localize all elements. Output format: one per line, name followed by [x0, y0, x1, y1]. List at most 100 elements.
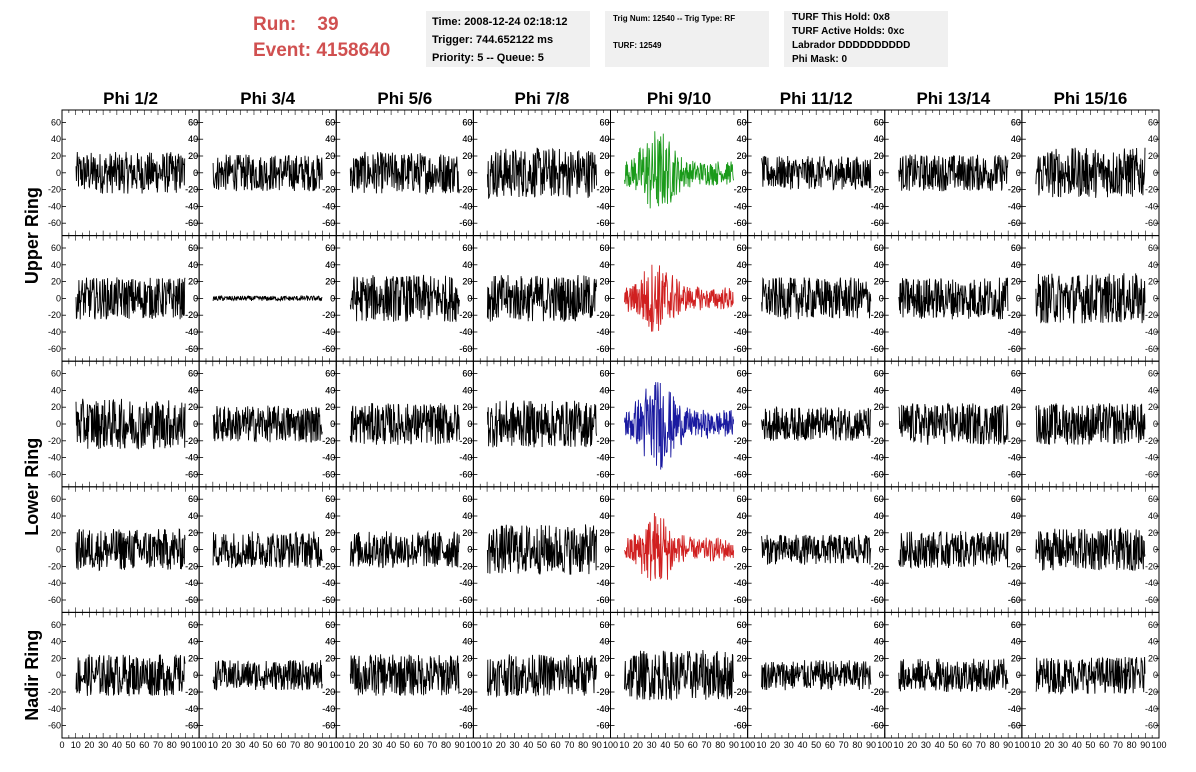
y-tick-label: 20: [1011, 653, 1021, 663]
waveform-panel: -60 -60 -40 -40 -20 -20 0 0 20 20 40 40 60 60: [322, 109, 474, 237]
y-tick-label: -60: [734, 595, 747, 605]
x-tick-label: 100: [192, 740, 207, 750]
y-tick-label: 20: [188, 151, 198, 161]
y-tick-label: 60: [599, 494, 609, 504]
y-tick-label: 20: [599, 653, 609, 663]
waveform-trace: [349, 653, 460, 696]
waveform-panel: -60 -60 -40 -40 -20 -20 0 0 20 20 40 40 60 60: [1008, 611, 1160, 739]
y-tick-label: 60: [188, 243, 198, 253]
y-tick-label: 0: [1016, 168, 1021, 178]
x-tick-label: 40: [386, 740, 396, 750]
y-tick-label: -60: [459, 721, 472, 731]
trig-num-line: Trig Num: 12540 -- Trig Type: RF: [613, 14, 736, 23]
y-tick-label: 20: [462, 402, 472, 412]
x-tick-label: 100: [603, 740, 618, 750]
y-tick-label: -60: [48, 218, 61, 228]
y-tick-label: 0: [193, 168, 198, 178]
y-tick-label: 0: [467, 293, 472, 303]
y-tick-label: 40: [874, 134, 884, 144]
y-tick-label: 60: [325, 369, 335, 379]
waveform-trace: [898, 154, 1009, 192]
column-label: Phi 11/12: [780, 89, 853, 108]
y-tick-label: 20: [462, 653, 472, 663]
y-tick-label: -40: [459, 578, 472, 588]
y-tick-label: 0: [1016, 419, 1021, 429]
y-tick-label: 0: [330, 545, 335, 555]
y-tick-label: -40: [871, 453, 884, 463]
y-tick-label: 60: [188, 494, 198, 504]
y-tick-label: 0: [330, 293, 335, 303]
y-tick-label: -20: [734, 185, 747, 195]
y-tick-label: 0: [604, 168, 609, 178]
waveform-panel: -60 -60 -40 -40 -20 -20 0 0 20 20 40 40 60 60: [322, 360, 474, 488]
time-line: Time: 2008-12-24 02:18:12: [432, 16, 568, 28]
y-tick-label: -60: [185, 344, 198, 354]
y-tick-label: -60: [1008, 721, 1021, 731]
y-tick-label: -60: [1008, 218, 1021, 228]
y-tick-label: 60: [325, 494, 335, 504]
y-tick-label: 0: [467, 168, 472, 178]
y-tick-label: -60: [1145, 469, 1158, 479]
y-tick-label: -20: [185, 561, 198, 571]
y-tick-label: 40: [188, 385, 198, 395]
y-tick-label: 0: [193, 419, 198, 429]
waveform-panel: -60 -60 -40 -40 -20 -20 0 0 20 20 40 40 60 60: [596, 486, 749, 613]
y-tick-label: -40: [185, 327, 198, 337]
x-tick-label: 60: [688, 740, 698, 750]
y-tick-label: -20: [1145, 185, 1158, 195]
y-tick-label: 40: [599, 260, 609, 270]
y-tick-label: 0: [193, 293, 198, 303]
y-tick-label: 60: [874, 494, 884, 504]
y-tick-label: -20: [322, 561, 335, 571]
y-tick-label: 40: [1148, 385, 1158, 395]
waveform-trace: [75, 528, 186, 572]
y-tick-label: -60: [1008, 469, 1021, 479]
x-tick-label: 60: [551, 740, 561, 750]
y-tick-label: 20: [874, 151, 884, 161]
x-tick-label: 80: [167, 740, 177, 750]
y-tick-label: 20: [1011, 277, 1021, 287]
y-tick-label: -40: [322, 201, 335, 211]
y-tick-label: 20: [462, 277, 472, 287]
y-tick-label: -20: [322, 436, 335, 446]
y-tick-label: -40: [322, 704, 335, 714]
y-tick-label: 0: [879, 168, 884, 178]
y-tick-label: 40: [737, 134, 747, 144]
y-tick-label: 20: [325, 277, 335, 287]
y-tick-label: 0: [1016, 293, 1021, 303]
y-tick-label: 20: [1011, 277, 1021, 287]
y-tick-label: 60: [737, 620, 747, 630]
waveform-trace: [1035, 403, 1146, 445]
waveform-panel: -60 -60 -40 -40 -20 -20 0 0 20 20 40 40 60 60: [322, 486, 474, 613]
y-tick-label: -60: [734, 595, 747, 605]
y-tick-label: 40: [188, 511, 198, 521]
y-tick-label: 20: [1011, 653, 1021, 663]
y-tick-label: -40: [1008, 453, 1021, 463]
y-tick-label: 20: [874, 151, 884, 161]
x-tick-label: 70: [290, 740, 300, 750]
y-tick-label: 0: [742, 545, 747, 555]
waveform-panel: -60 -60 -40 -40 -20 -20 0 0 20 20 40 40 60 60: [734, 109, 886, 237]
y-tick-label: -40: [871, 704, 884, 714]
column-label: Phi 7/8: [515, 89, 570, 108]
x-tick-label: 10: [345, 740, 355, 750]
y-tick-label: -40: [1008, 453, 1021, 463]
y-tick-label: 0: [467, 168, 472, 178]
y-tick-label: -60: [459, 218, 472, 228]
y-tick-label: -40: [185, 704, 198, 714]
waveform-trace: [212, 294, 323, 303]
waveform-panel: -60 -60 -40 -40 -20 -20 0 0 20 20 40 40 60 60: [322, 611, 474, 739]
y-tick-label: 40: [737, 385, 747, 395]
y-tick-label: 20: [462, 277, 472, 287]
y-tick-label: 60: [874, 620, 884, 630]
y-tick-label: 0: [330, 670, 335, 680]
y-tick-label: 40: [188, 637, 198, 647]
y-tick-label: 0: [467, 670, 472, 680]
waveform-trace: [761, 534, 872, 565]
event-row: Event: 4158640: [253, 38, 390, 64]
y-tick-label: -40: [871, 201, 884, 211]
y-tick-label: 40: [599, 637, 609, 647]
y-tick-label: -60: [871, 344, 884, 354]
y-tick-label: 20: [1011, 402, 1021, 412]
y-tick-label: -20: [734, 436, 747, 446]
